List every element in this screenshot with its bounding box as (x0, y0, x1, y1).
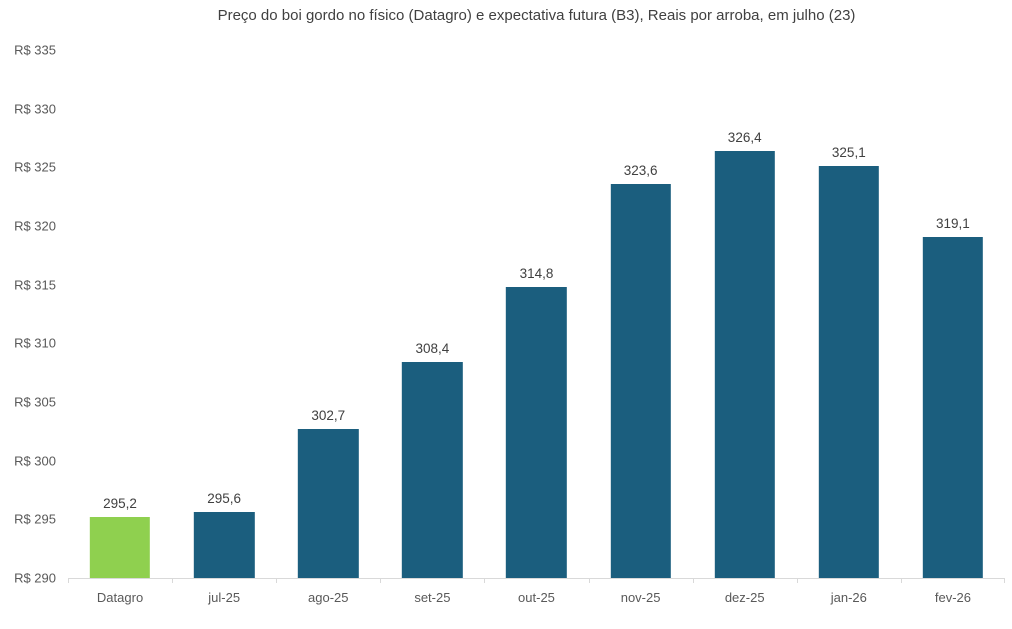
bar-slot: 295,6 (172, 50, 276, 578)
y-axis-tick-label: R$ 315 (14, 277, 56, 293)
axis-tick-mark (588, 578, 590, 583)
axis-tick-mark (796, 578, 798, 583)
bar-value-label: 302,7 (311, 408, 346, 423)
bar-value-label: 323,6 (623, 162, 658, 178)
bar-slot: 325,1 (797, 50, 901, 578)
y-axis-tick-label: R$ 305 (14, 394, 56, 410)
axis-tick-mark (1004, 578, 1005, 583)
bar-slot: 319,1 (901, 50, 1005, 578)
bar-set-25 (402, 362, 463, 578)
bar-ago-25 (298, 429, 359, 578)
axis-tick-mark (276, 578, 278, 583)
bar-jan-26 (818, 166, 879, 578)
axis-tick-mark (68, 578, 69, 583)
bar-slot: 323,6 (589, 50, 693, 578)
y-axis-tick-label: R$ 290 (14, 570, 56, 586)
axis-tick-mark (692, 578, 694, 583)
x-axis-label: dez-25 (724, 590, 765, 605)
bar-value-label: 319,1 (936, 215, 970, 231)
x-axis: Datagro jul-25 ago-25 set-25 out-25 nov-25 dez… (68, 584, 1005, 605)
y-axis-tick-label: R$ 310 (14, 335, 56, 351)
bar-nov-25 (610, 183, 671, 578)
bar-value-label: 314,8 (519, 266, 554, 282)
bar-slot: 326,4 (693, 50, 797, 578)
bar-dez-25 (714, 150, 775, 578)
x-axis-label: jan-26 (830, 590, 867, 605)
plot-area: 295,2 295,6 302,7 308,4 314,8 323,6 326,4 325,1… (68, 50, 1005, 583)
y-axis-tick-label: R$ 320 (14, 218, 56, 234)
y-axis-tick-label: R$ 325 (14, 159, 56, 175)
axis-tick-mark (484, 578, 486, 583)
y-axis-tick-label: R$ 295 (14, 511, 56, 527)
axis-tick-mark (900, 578, 902, 583)
bar-Datagro (89, 517, 151, 578)
axis-tick-mark (380, 578, 382, 583)
x-axis-label: ago-25 (308, 590, 349, 605)
bar-slot: 295,2 (68, 50, 172, 578)
bar-value-label: 325,1 (831, 145, 866, 161)
bar-value-label: 308,4 (415, 341, 450, 357)
x-axis-label: jul-25 (208, 590, 241, 605)
x-axis-label: nov-25 (620, 590, 661, 605)
bar-slot: 308,4 (380, 50, 484, 578)
bar-slot: 314,8 (484, 50, 588, 578)
bar-slot: 302,7 (276, 50, 380, 578)
y-axis-tick-label: R$ 300 (14, 453, 56, 469)
x-axis-label: out-25 (518, 590, 555, 605)
bar-value-label: 326,4 (727, 129, 762, 145)
axis-tick-mark (172, 578, 174, 583)
bar-out-25 (506, 287, 567, 578)
bar-value-label: 295,6 (207, 491, 242, 507)
x-axis-label: fev-26 (934, 590, 971, 605)
y-axis: R$ 335 R$ 330 R$ 325 R$ 320 R$ 315 R$ 310 R$ 3… (0, 43, 56, 586)
chart-title: Preço do boi gordo no físico (Datagro) e… (217, 7, 856, 24)
y-axis-tick-label: R$ 330 (14, 101, 56, 117)
y-axis-tick-label: R$ 335 (14, 42, 56, 58)
bar-jul-25 (193, 512, 255, 578)
x-axis-label: Datagro (96, 590, 144, 605)
bar-value-label: 295,2 (103, 496, 137, 511)
bar-fev-26 (922, 236, 984, 578)
x-axis-label: set-25 (414, 590, 451, 605)
